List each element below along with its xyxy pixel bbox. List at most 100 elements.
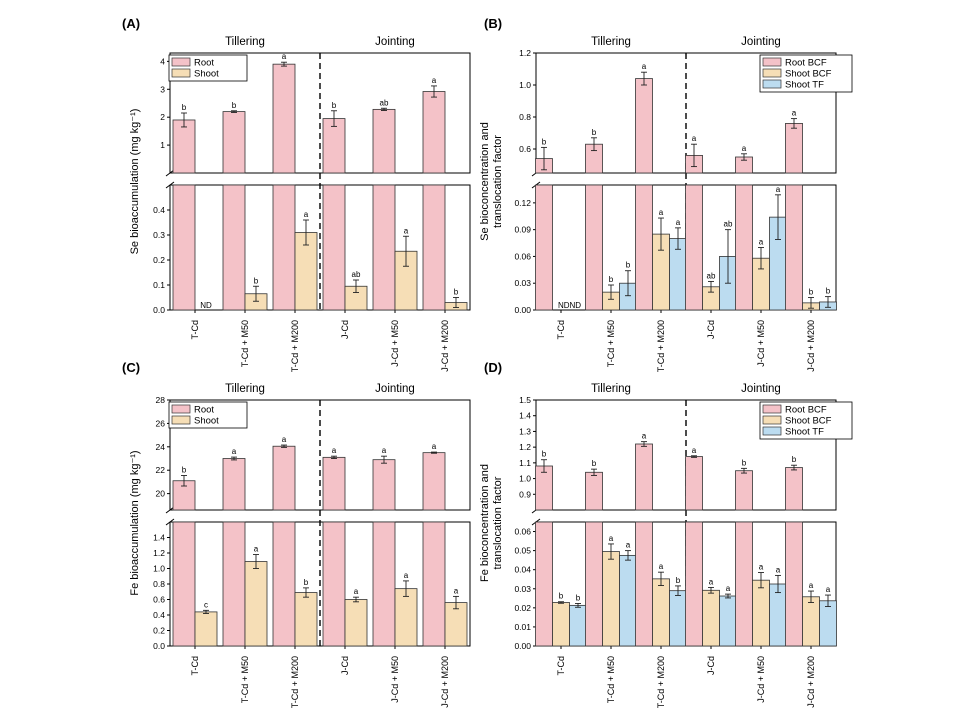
significance-letter: a xyxy=(232,447,237,456)
y-tick-label: 0.6 xyxy=(519,144,531,154)
y-tick-label: 0.4 xyxy=(153,610,165,620)
significance-letter: ab xyxy=(352,270,361,279)
y-tick-label: 0.2 xyxy=(153,255,165,265)
y-tick-label: 0.03 xyxy=(514,584,531,594)
bar xyxy=(372,184,396,311)
x-tick-label: J-Cd xyxy=(340,656,350,675)
bar xyxy=(222,184,246,311)
legend-entry: Shoot xyxy=(194,69,219,80)
x-tick-label: J-Cd xyxy=(340,320,350,339)
legend-entry: Shoot TF xyxy=(785,427,824,438)
x-tick-label: T-Cd + M50 xyxy=(240,656,250,703)
significance-letter: b xyxy=(232,101,237,110)
x-tick-label: J-Cd + M50 xyxy=(756,320,766,367)
x-tick-label: J-Cd + M50 xyxy=(756,656,766,703)
y-tick-label: 1.5 xyxy=(519,395,531,405)
legend-entry: Shoot BCF xyxy=(785,69,832,80)
y-axis-label: Fe bioconcentration and xyxy=(479,464,491,582)
y-tick-label: 1.4 xyxy=(153,533,165,543)
bar xyxy=(272,184,296,311)
x-tick-label: J-Cd + M200 xyxy=(806,656,816,708)
significance-letter: a xyxy=(742,144,747,153)
y-axis-label: translocation factor xyxy=(492,476,504,569)
bar xyxy=(394,588,418,647)
significance-letter: a xyxy=(642,432,647,441)
bar xyxy=(552,602,570,647)
chart-panel-b: (B) 0.00 0.03 0.06 0.09 0.12 0.6 0.8 1.0 1.2 Tille… xyxy=(479,16,853,372)
legend-entry: Shoot TF xyxy=(785,80,824,91)
panel-label: (C) xyxy=(122,360,140,375)
y-tick-label: 1.2 xyxy=(519,48,531,58)
significance-letter: a xyxy=(726,584,731,593)
bar xyxy=(535,521,553,647)
y-axis-label: Se bioaccumulation (mg kg⁻¹) xyxy=(129,109,141,255)
x-tick-label: J-Cd + M200 xyxy=(440,656,450,708)
x-tick-label: T-Cd + M200 xyxy=(290,320,300,372)
bar xyxy=(222,111,246,174)
bar xyxy=(422,184,446,311)
bar xyxy=(685,521,703,647)
x-tick-label: T-Cd + M50 xyxy=(606,656,616,703)
bar xyxy=(294,592,318,647)
bar xyxy=(785,467,803,511)
significance-letter: a xyxy=(609,534,614,543)
significance-letter: a xyxy=(404,226,409,235)
significance-letter: a xyxy=(826,585,831,594)
bar xyxy=(635,521,653,647)
significance-letter: a xyxy=(792,109,797,118)
y-tick-label: 1.2 xyxy=(519,442,531,452)
significance-letter: b xyxy=(576,593,581,602)
y-tick-label: 0.8 xyxy=(519,112,531,122)
axis-break-mark xyxy=(165,518,175,526)
y-tick-label: 0.0 xyxy=(153,641,165,651)
significance-letter: a xyxy=(776,565,781,574)
x-tick-label: J-Cd + M200 xyxy=(806,320,816,372)
legend-swatch xyxy=(762,426,782,436)
significance-letter: b xyxy=(454,288,459,297)
significance-letter: b xyxy=(742,458,747,467)
bar xyxy=(652,578,670,647)
stage-label-tillering: Tillering xyxy=(591,36,631,48)
bar xyxy=(619,554,637,647)
x-tick-label: T-Cd + M200 xyxy=(656,320,666,372)
bar xyxy=(819,600,837,647)
y-tick-label: 0.02 xyxy=(514,603,531,613)
panel-label: (D) xyxy=(484,360,502,375)
x-tick-label: T-Cd xyxy=(556,656,566,676)
bar xyxy=(372,108,396,174)
y-tick-label: 0.12 xyxy=(514,198,531,208)
legend-entry: Shoot xyxy=(194,416,219,427)
y-tick-label: 0.00 xyxy=(514,641,531,651)
y-tick-label: 3 xyxy=(160,84,165,94)
stage-label-jointing: Jointing xyxy=(741,36,781,48)
bar xyxy=(585,184,603,311)
legend-swatch xyxy=(762,415,782,425)
bar xyxy=(719,595,737,647)
legend-entry: Root xyxy=(194,405,214,416)
y-tick-label: 22 xyxy=(156,465,166,475)
bar xyxy=(669,590,687,647)
y-tick-label: 1.4 xyxy=(519,411,531,421)
significance-letter: a xyxy=(692,134,697,143)
bar xyxy=(422,521,446,647)
stage-label-jointing: Jointing xyxy=(741,383,781,395)
x-tick-label: T-Cd + M50 xyxy=(240,320,250,367)
bar xyxy=(322,521,346,647)
y-tick-label: 0.01 xyxy=(514,622,531,632)
bar xyxy=(585,471,603,511)
y-tick-label: 0.00 xyxy=(514,305,531,315)
stage-label-jointing: Jointing xyxy=(375,36,415,48)
stage-label-tillering: Tillering xyxy=(225,383,265,395)
significance-letter: b xyxy=(609,275,614,284)
bar xyxy=(752,579,770,647)
legend-entry: Root BCF xyxy=(785,405,827,416)
y-tick-label: 0.06 xyxy=(514,527,531,537)
bar xyxy=(222,521,246,647)
bar xyxy=(172,119,196,174)
x-tick-label: T-Cd + M50 xyxy=(606,320,616,367)
significance-letter: a xyxy=(354,587,359,596)
nd-annotation: NDND xyxy=(558,301,581,310)
